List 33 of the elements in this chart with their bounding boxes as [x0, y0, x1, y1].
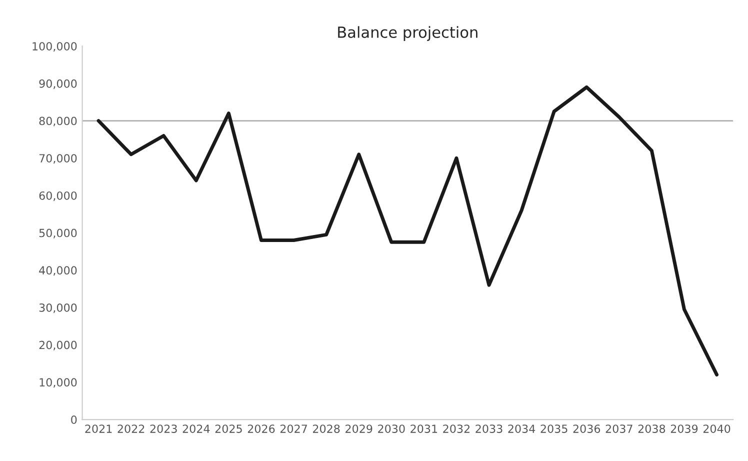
- x-tick-label: 2023: [150, 424, 177, 433]
- y-tick-label: 20,000: [39, 340, 77, 350]
- x-tick-label: 2031: [410, 424, 438, 433]
- x-tick-label: 2036: [573, 424, 600, 433]
- y-tick-label: 90,000: [39, 79, 77, 89]
- x-tick-label: 2027: [280, 424, 307, 433]
- y-tick-label: 10,000: [40, 378, 77, 388]
- x-tick-label: 2032: [443, 424, 470, 433]
- x-tick-label: 2028: [312, 424, 340, 433]
- x-tick-label: 2021: [85, 424, 112, 433]
- x-tick-label: 2024: [182, 424, 210, 433]
- x-tick-label: 2025: [215, 424, 242, 433]
- x-tick-label: 2030: [378, 424, 405, 433]
- x-tick-label: 2029: [346, 424, 372, 433]
- y-tick-label: 70,000: [39, 154, 77, 164]
- y-tick-label: 40,000: [39, 266, 77, 276]
- y-tick-label: 0: [71, 415, 77, 424]
- chart-title: Balance projection: [338, 26, 478, 41]
- x-tick-label: 2033: [476, 424, 502, 433]
- x-tick-label: 2035: [540, 424, 568, 433]
- x-tick-label: 2040: [703, 424, 730, 433]
- y-tick-label: 50,000: [39, 228, 77, 238]
- y-tick-label: 60,000: [39, 191, 77, 201]
- y-tick-label: 30,000: [39, 303, 77, 313]
- line-series: [96, 85, 719, 376]
- x-tick-label: 2037: [606, 424, 632, 433]
- x-tick-label: 2022: [118, 424, 144, 433]
- x-tick-label: 2038: [638, 424, 666, 433]
- y-tick-label: 100,000: [32, 42, 77, 52]
- x-tick-label: 2034: [508, 424, 536, 433]
- x-tick-label: 2039: [670, 424, 698, 433]
- x-tick-label: 2026: [248, 424, 275, 433]
- y-tick-label: 80,000: [39, 116, 77, 126]
